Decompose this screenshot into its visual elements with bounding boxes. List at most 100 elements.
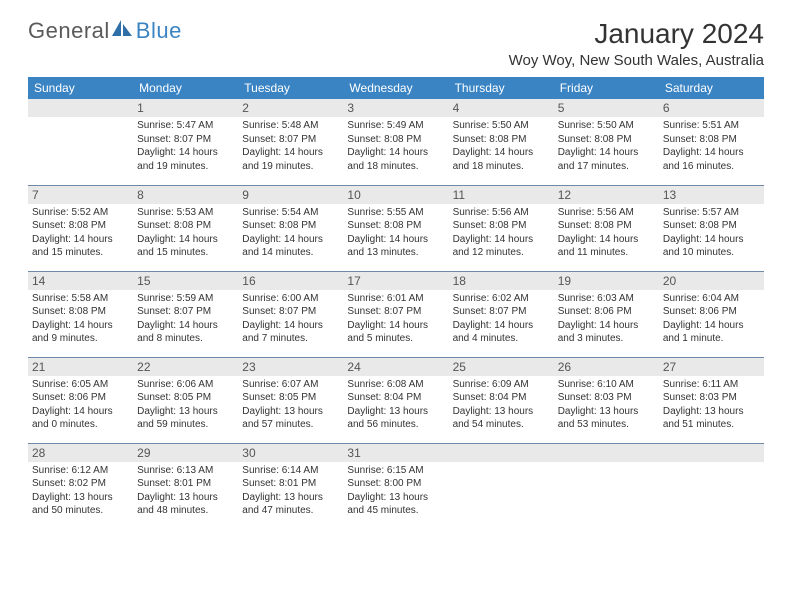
day-details: Sunrise: 6:00 AMSunset: 8:07 PMDaylight:… <box>242 292 339 346</box>
day-cell: 17 Sunrise: 6:01 AMSunset: 8:07 PMDayligh… <box>343 271 448 357</box>
day-details: Sunrise: 6:02 AMSunset: 8:07 PMDaylight:… <box>453 292 550 346</box>
day-cell: 15 Sunrise: 5:59 AMSunset: 8:07 PMDayligh… <box>133 271 238 357</box>
location-text: Woy Woy, New South Wales, Australia <box>509 52 764 69</box>
day-number: 6 <box>659 99 764 117</box>
day-cell: 13 Sunrise: 5:57 AMSunset: 8:08 PMDayligh… <box>659 185 764 271</box>
day-cell: 9 Sunrise: 5:54 AMSunset: 8:08 PMDaylight… <box>238 185 343 271</box>
day-number: 2 <box>238 99 343 117</box>
day-details: Sunrise: 6:07 AMSunset: 8:05 PMDaylight:… <box>242 378 339 432</box>
day-cell: 28 Sunrise: 6:12 AMSunset: 8:02 PMDayligh… <box>28 443 133 529</box>
col-friday: Friday <box>554 77 659 99</box>
day-cell: 21Sunrise: 6:05 AMSunset: 8:06 PMDayligh… <box>28 357 133 443</box>
day-cell: 31Sunrise: 6:15 AMSunset: 8:00 PMDayligh… <box>343 443 448 529</box>
day-details: Sunrise: 6:04 AMSunset: 8:06 PMDaylight:… <box>663 292 760 346</box>
col-tuesday: Tuesday <box>238 77 343 99</box>
day-cell: 6 Sunrise: 5:51 AMSunset: 8:08 PMDaylight… <box>659 99 764 185</box>
day-number: 21 <box>28 358 133 376</box>
day-number: 22 <box>133 358 238 376</box>
day-number: 3 <box>343 99 448 117</box>
day-cell: 7Sunrise: 5:52 AMSunset: 8:08 PMDaylight… <box>28 185 133 271</box>
day-number: 12 <box>554 186 659 204</box>
day-details: Sunrise: 5:56 AMSunset: 8:08 PMDaylight:… <box>558 206 655 260</box>
col-sunday: Sunday <box>28 77 133 99</box>
day-details: Sunrise: 6:11 AMSunset: 8:03 PMDaylight:… <box>663 378 760 432</box>
day-cell: 30Sunrise: 6:14 AMSunset: 8:01 PMDayligh… <box>238 443 343 529</box>
day-details: Sunrise: 5:53 AMSunset: 8:08 PMDaylight:… <box>137 206 234 260</box>
day-number: 10 <box>343 186 448 204</box>
day-number: 11 <box>449 186 554 204</box>
calendar-body: 1 Sunrise: 5:47 AMSunset: 8:07 PMDaylight… <box>28 99 764 529</box>
day-number: 26 <box>554 358 659 376</box>
header: General Blue January 2024 Woy Woy, New S… <box>28 18 764 69</box>
col-monday: Monday <box>133 77 238 99</box>
day-cell: 24Sunrise: 6:08 AMSunset: 8:04 PMDayligh… <box>343 357 448 443</box>
weekday-header-row: Sunday Monday Tuesday Wednesday Thursday… <box>28 77 764 99</box>
brand-part2: Blue <box>136 18 182 44</box>
day-number: 23 <box>238 358 343 376</box>
day-details: Sunrise: 6:08 AMSunset: 8:04 PMDaylight:… <box>347 378 444 432</box>
day-cell: 10 Sunrise: 5:55 AMSunset: 8:08 PMDayligh… <box>343 185 448 271</box>
day-number: 15 <box>133 272 238 290</box>
day-number: 29 <box>133 444 238 462</box>
day-details: Sunrise: 5:50 AMSunset: 8:08 PMDaylight:… <box>453 119 550 173</box>
day-details: Sunrise: 5:56 AMSunset: 8:08 PMDaylight:… <box>453 206 550 260</box>
calendar-table: Sunday Monday Tuesday Wednesday Thursday… <box>28 77 764 529</box>
day-details: Sunrise: 5:50 AMSunset: 8:08 PMDaylight:… <box>558 119 655 173</box>
day-details: Sunrise: 5:48 AMSunset: 8:07 PMDaylight:… <box>242 119 339 173</box>
day-number: 13 <box>659 186 764 204</box>
day-cell: 1 Sunrise: 5:47 AMSunset: 8:07 PMDaylight… <box>133 99 238 185</box>
day-number: 4 <box>449 99 554 117</box>
day-details: Sunrise: 6:09 AMSunset: 8:04 PMDaylight:… <box>453 378 550 432</box>
day-cell: 27 Sunrise: 6:11 AMSunset: 8:03 PMDayligh… <box>659 357 764 443</box>
day-number: 9 <box>238 186 343 204</box>
day-cell: 25 Sunrise: 6:09 AMSunset: 8:04 PMDayligh… <box>449 357 554 443</box>
day-details: Sunrise: 6:13 AMSunset: 8:01 PMDaylight:… <box>137 464 234 518</box>
day-details: Sunrise: 5:51 AMSunset: 8:08 PMDaylight:… <box>663 119 760 173</box>
day-number: 14 <box>28 272 133 290</box>
day-details: Sunrise: 5:59 AMSunset: 8:07 PMDaylight:… <box>137 292 234 346</box>
col-saturday: Saturday <box>659 77 764 99</box>
day-details: Sunrise: 5:54 AMSunset: 8:08 PMDaylight:… <box>242 206 339 260</box>
brand-logo: General Blue <box>28 18 182 44</box>
day-details: Sunrise: 6:12 AMSunset: 8:02 PMDaylight:… <box>32 464 129 518</box>
day-cell: 16Sunrise: 6:00 AMSunset: 8:07 PMDayligh… <box>238 271 343 357</box>
day-number: 20 <box>659 272 764 290</box>
day-cell: 4 Sunrise: 5:50 AMSunset: 8:08 PMDaylight… <box>449 99 554 185</box>
day-details: Sunrise: 5:55 AMSunset: 8:08 PMDaylight:… <box>347 206 444 260</box>
day-cell: 20 Sunrise: 6:04 AMSunset: 8:06 PMDayligh… <box>659 271 764 357</box>
day-details: Sunrise: 5:58 AMSunset: 8:08 PMDaylight:… <box>32 292 129 346</box>
day-number: 1 <box>133 99 238 117</box>
day-cell: 18 Sunrise: 6:02 AMSunset: 8:07 PMDayligh… <box>449 271 554 357</box>
title-block: January 2024 Woy Woy, New South Wales, A… <box>509 18 764 69</box>
week-row: 7Sunrise: 5:52 AMSunset: 8:08 PMDaylight… <box>28 185 764 271</box>
day-number: 17 <box>343 272 448 290</box>
day-details: Sunrise: 6:14 AMSunset: 8:01 PMDaylight:… <box>242 464 339 518</box>
day-number <box>659 444 764 462</box>
day-details: Sunrise: 5:57 AMSunset: 8:08 PMDaylight:… <box>663 206 760 260</box>
day-number: 25 <box>449 358 554 376</box>
day-cell: 2 Sunrise: 5:48 AMSunset: 8:07 PMDaylight… <box>238 99 343 185</box>
day-number: 27 <box>659 358 764 376</box>
week-row: 28 Sunrise: 6:12 AMSunset: 8:02 PMDayligh… <box>28 443 764 529</box>
day-number: 28 <box>28 444 133 462</box>
week-row: 1 Sunrise: 5:47 AMSunset: 8:07 PMDaylight… <box>28 99 764 185</box>
day-cell <box>449 443 554 529</box>
day-number: 18 <box>449 272 554 290</box>
brand-part1: General <box>28 18 110 44</box>
day-details: Sunrise: 6:06 AMSunset: 8:05 PMDaylight:… <box>137 378 234 432</box>
logo-sail-icon <box>112 18 134 44</box>
week-row: 14 Sunrise: 5:58 AMSunset: 8:08 PMDayligh… <box>28 271 764 357</box>
day-details: Sunrise: 5:52 AMSunset: 8:08 PMDaylight:… <box>32 206 129 260</box>
day-cell: 23 Sunrise: 6:07 AMSunset: 8:05 PMDayligh… <box>238 357 343 443</box>
day-cell: 5Sunrise: 5:50 AMSunset: 8:08 PMDaylight… <box>554 99 659 185</box>
day-cell: 26Sunrise: 6:10 AMSunset: 8:03 PMDayligh… <box>554 357 659 443</box>
day-cell: 19Sunrise: 6:03 AMSunset: 8:06 PMDayligh… <box>554 271 659 357</box>
day-cell: 3Sunrise: 5:49 AMSunset: 8:08 PMDaylight… <box>343 99 448 185</box>
day-number: 31 <box>343 444 448 462</box>
day-cell: 12 Sunrise: 5:56 AMSunset: 8:08 PMDayligh… <box>554 185 659 271</box>
day-cell: 29 Sunrise: 6:13 AMSunset: 8:01 PMDayligh… <box>133 443 238 529</box>
day-cell <box>554 443 659 529</box>
day-details: Sunrise: 5:47 AMSunset: 8:07 PMDaylight:… <box>137 119 234 173</box>
day-details: Sunrise: 6:01 AMSunset: 8:07 PMDaylight:… <box>347 292 444 346</box>
day-details: Sunrise: 6:03 AMSunset: 8:06 PMDaylight:… <box>558 292 655 346</box>
